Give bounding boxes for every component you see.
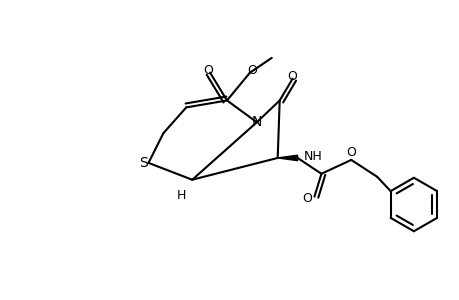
Text: O: O bbox=[302, 192, 312, 205]
Text: O: O bbox=[246, 64, 256, 77]
Text: O: O bbox=[287, 70, 297, 83]
Text: S: S bbox=[139, 156, 148, 170]
Polygon shape bbox=[277, 155, 297, 161]
Text: O: O bbox=[346, 146, 355, 160]
Text: NH: NH bbox=[303, 150, 322, 164]
Text: N: N bbox=[251, 115, 262, 129]
Text: O: O bbox=[203, 64, 213, 77]
Text: H: H bbox=[176, 189, 185, 202]
